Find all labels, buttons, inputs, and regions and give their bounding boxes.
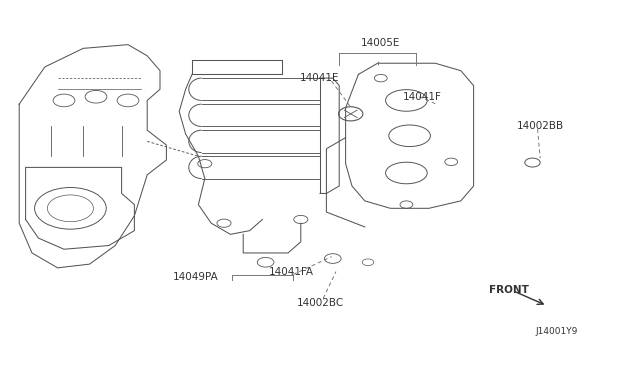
- Text: 14049PA: 14049PA: [172, 272, 218, 282]
- Text: 14005E: 14005E: [361, 38, 401, 48]
- Text: FRONT: FRONT: [489, 285, 529, 295]
- Text: 14002BB: 14002BB: [517, 122, 564, 131]
- Text: 14041F: 14041F: [403, 92, 442, 102]
- Text: J14001Y9: J14001Y9: [536, 327, 578, 336]
- Text: 14041E: 14041E: [300, 73, 340, 83]
- Text: 14041FA: 14041FA: [269, 267, 314, 276]
- Text: 14002BC: 14002BC: [296, 298, 344, 308]
